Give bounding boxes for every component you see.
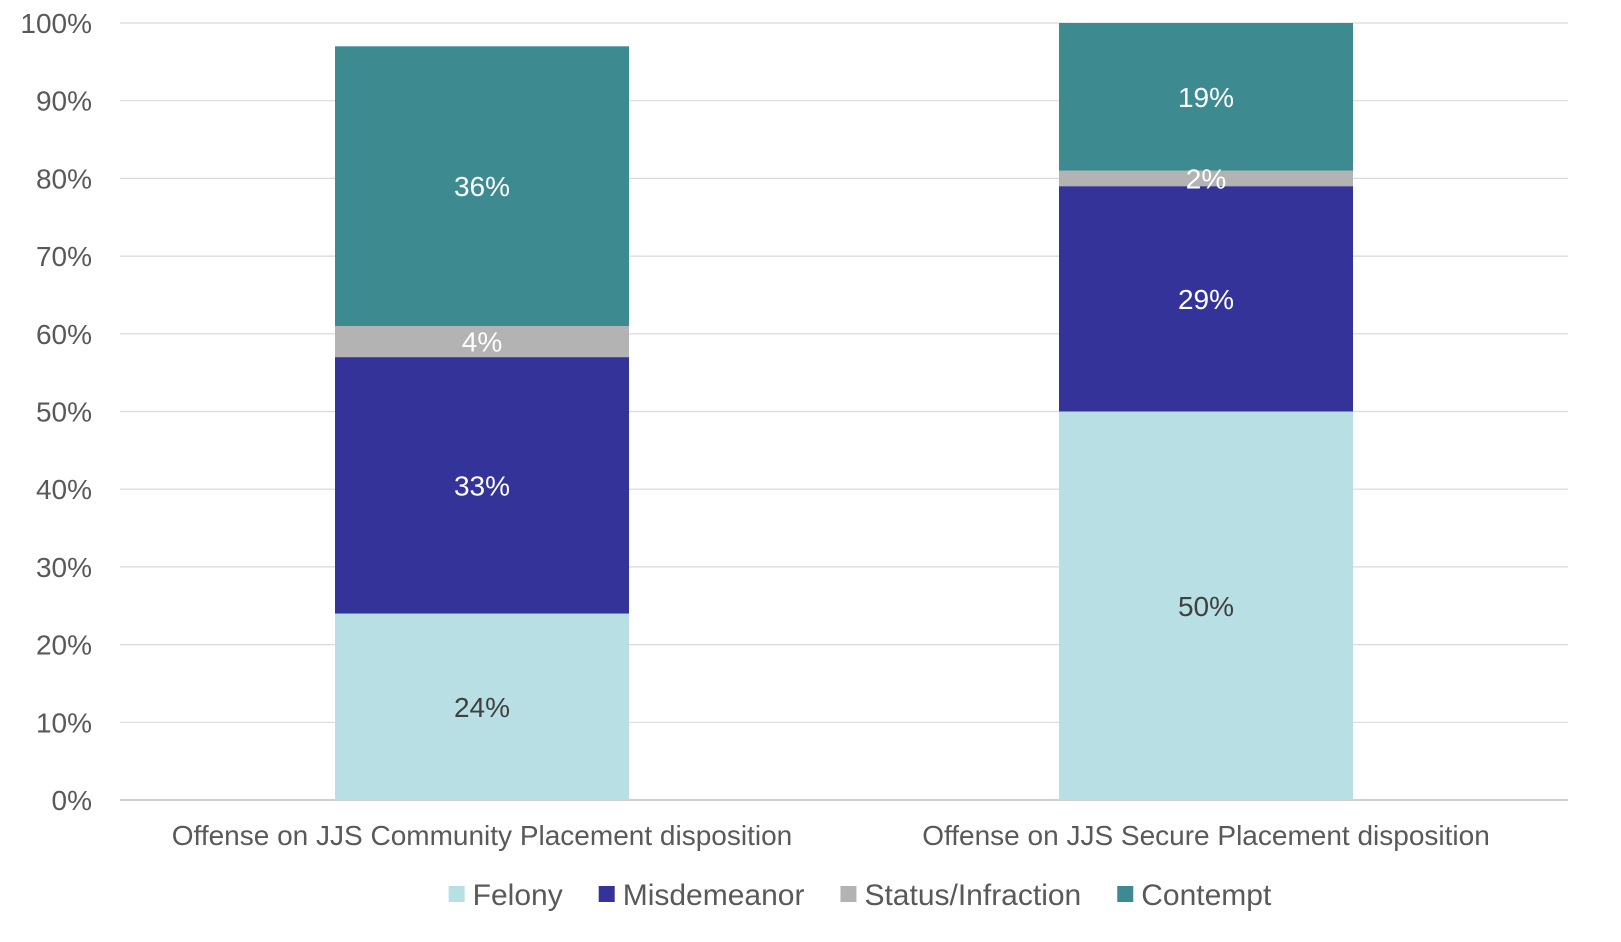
y-tick-label: 20% [36, 630, 92, 661]
legend-swatch [598, 886, 615, 902]
data-label: 50% [1178, 591, 1234, 622]
y-tick-label: 10% [36, 707, 92, 738]
data-label: 4% [462, 327, 502, 358]
bar-segment-status-infraction [335, 326, 629, 358]
x-category-label: Offense on JJS Secure Placement disposit… [922, 820, 1490, 851]
y-tick-label: 70% [36, 241, 92, 272]
legend-swatch [1117, 886, 1134, 902]
legend-item: Misdemeanor [598, 879, 805, 912]
bar-segment-contempt [1059, 23, 1353, 171]
y-tick-label: 100% [20, 8, 92, 39]
data-label: 19% [1178, 82, 1234, 113]
y-tick-label: 0% [52, 785, 92, 816]
x-category-label: Offense on JJS Community Placement dispo… [172, 820, 792, 851]
data-label: 29% [1178, 284, 1234, 315]
y-tick-label: 80% [36, 163, 92, 194]
data-label: 33% [454, 470, 510, 501]
y-tick-label: 90% [36, 86, 92, 117]
y-tick-label: 60% [36, 319, 92, 350]
bar-segment-felony [335, 613, 629, 800]
legend-item: Contempt [1117, 879, 1272, 912]
y-tick-label: 50% [36, 397, 92, 428]
x-axis-categories: Offense on JJS Community Placement dispo… [172, 820, 1490, 851]
legend-swatch [840, 886, 857, 902]
data-labels: 24% 33% 4% 36% 50% 29% 2% 19% [454, 82, 1234, 723]
y-axis-ticks: 0% 10% 20% 30% 40% 50% 60% 70% 80% 90% 100% [20, 8, 92, 816]
bars [335, 23, 1353, 800]
data-label: 2% [1186, 163, 1226, 194]
bar-segment-felony [1059, 411, 1353, 800]
y-tick-label: 30% [36, 552, 92, 583]
data-label: 36% [454, 171, 510, 202]
legend-label: Contempt [1141, 879, 1272, 912]
legend-label: Status/Infraction [864, 879, 1081, 912]
legend-label: Felony [473, 879, 563, 912]
y-tick-label: 40% [36, 474, 92, 505]
bar-segment-status-infraction [1059, 170, 1353, 187]
legend-item: Felony [448, 879, 563, 912]
legend-item: Status/Infraction [840, 879, 1081, 912]
data-label: 24% [454, 692, 510, 723]
legend: Felony Misdemeanor Status/Infraction Contem… [448, 879, 1272, 912]
bar-segment-misdemeanor [1059, 186, 1353, 412]
bar-segment-contempt [335, 46, 629, 327]
legend-label: Misdemeanor [623, 879, 805, 912]
legend-swatch [448, 886, 465, 902]
bar-segment-misdemeanor [335, 357, 629, 614]
